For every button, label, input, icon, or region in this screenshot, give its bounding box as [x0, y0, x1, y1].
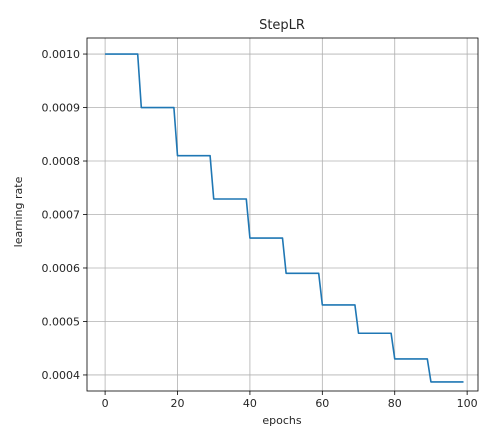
- series-line: [105, 53, 464, 383]
- y-tick-label: 0.0008: [42, 155, 81, 168]
- y-tick-label: 0.0006: [42, 262, 81, 275]
- y-tick-label: 0.0009: [42, 102, 81, 115]
- series-group: [105, 53, 464, 383]
- y-tick-label: 0.0004: [42, 369, 81, 382]
- y-axis-label: learning rate: [12, 176, 25, 247]
- x-tick-label: 0: [102, 397, 109, 410]
- x-tick-label: 80: [388, 397, 402, 410]
- x-tick-label: 100: [457, 397, 478, 410]
- y-tick-label: 0.0010: [42, 48, 81, 61]
- y-tick-label: 0.0005: [42, 315, 81, 328]
- x-tick-label: 20: [171, 397, 185, 410]
- x-axis-label: epochs: [262, 414, 301, 427]
- x-tick-label: 60: [315, 397, 329, 410]
- grid: [87, 38, 478, 391]
- chart-title: StepLR: [259, 18, 305, 33]
- x-tick-label: 40: [243, 397, 257, 410]
- y-tick-label: 0.0007: [42, 209, 81, 222]
- x-axis-ticks: 0 20 40 60 80 100: [102, 391, 478, 410]
- y-axis-ticks: 0.0004 0.0005 0.0006 0.0007 0.0008 0.0009 0.00…: [42, 48, 87, 382]
